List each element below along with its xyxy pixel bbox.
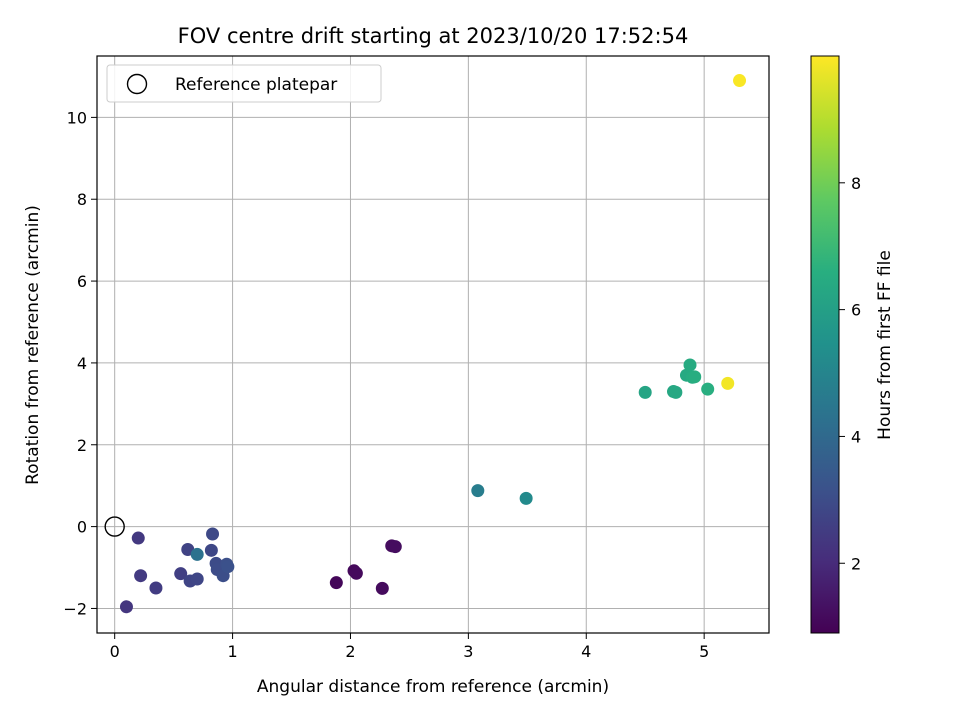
y-tick-label: 8	[77, 190, 87, 209]
x-tick-label: 3	[463, 642, 473, 661]
data-point	[701, 382, 715, 396]
x-tick-label: 2	[345, 642, 355, 661]
grid	[97, 56, 769, 633]
data-point	[375, 581, 389, 595]
data-point	[206, 527, 220, 541]
colorbar-ticks: 2 4 6 8	[839, 174, 861, 573]
colorbar-gradient	[810, 55, 840, 634]
chart-title: FOV centre drift starting at 2023/10/20 …	[178, 24, 689, 48]
data-point	[174, 567, 188, 581]
legend-marker	[126, 73, 148, 95]
data-point	[388, 540, 402, 554]
colorbar-tick-label: 4	[851, 427, 861, 446]
data-point	[733, 74, 747, 88]
x-tick-label: 4	[581, 642, 591, 661]
y-tick-label: −2	[63, 599, 87, 618]
data-point	[721, 376, 735, 390]
y-axis-ticks: −2 0 2 4 6 8 10	[63, 108, 97, 618]
y-axis-label: Rotation from reference (arcmin)	[23, 205, 43, 485]
legend-box	[106, 64, 382, 103]
data-point	[688, 370, 702, 384]
y-tick-label: 10	[67, 108, 87, 127]
data-point	[190, 547, 204, 561]
y-tick-label: 0	[77, 518, 87, 537]
data-point	[119, 600, 133, 614]
data-point	[638, 385, 652, 399]
data-point	[349, 566, 363, 580]
data-point	[329, 576, 343, 590]
x-tick-label: 5	[699, 642, 709, 661]
legend-entry-label: Reference platepar	[175, 75, 337, 95]
data-point	[683, 358, 697, 372]
colorbar-label: Hours from first FF file	[875, 250, 895, 440]
data-point	[190, 572, 204, 586]
x-tick-label: 1	[227, 642, 237, 661]
y-tick-label: 2	[77, 436, 87, 455]
data-point	[134, 569, 148, 583]
data-point	[221, 560, 235, 574]
y-tick-label: 6	[77, 272, 87, 291]
data-point	[471, 484, 485, 498]
data-point	[519, 491, 533, 505]
colorbar: 2 4 6 8 Hours from first FF file	[810, 55, 895, 634]
reference-platepar-marker	[104, 516, 125, 537]
legend: Reference platepar	[106, 64, 382, 103]
x-axis-ticks: 0 1 2 3 4 5	[110, 633, 709, 661]
x-tick-label: 0	[110, 642, 120, 661]
data-point	[131, 531, 145, 545]
colorbar-tick-label: 8	[851, 174, 861, 193]
x-axis-label: Angular distance from reference (arcmin)	[257, 677, 609, 697]
data-points	[104, 74, 747, 614]
y-tick-label: 4	[77, 354, 87, 373]
data-point	[204, 543, 218, 557]
data-point	[149, 581, 163, 595]
data-point	[669, 385, 683, 399]
colorbar-tick-label: 2	[851, 554, 861, 573]
plot-frame	[96, 55, 770, 634]
colorbar-tick-label: 6	[851, 301, 861, 320]
